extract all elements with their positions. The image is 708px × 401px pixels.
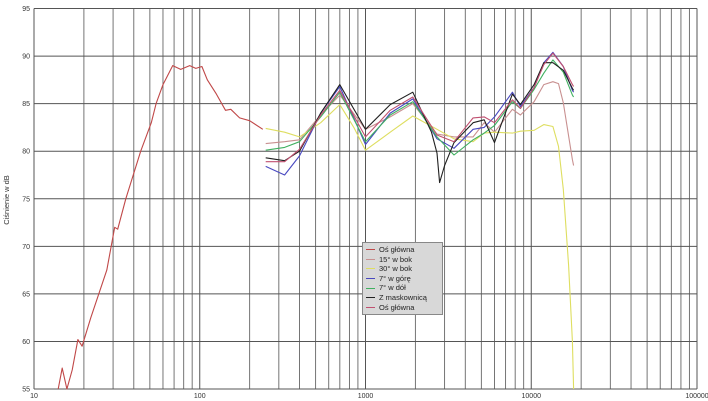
legend-item: 7° w górę [366, 274, 439, 284]
grid [33, 8, 698, 390]
y-tick-label: 55 [22, 387, 30, 394]
series-line-4 [265, 51, 575, 176]
legend-swatch [366, 297, 375, 299]
legend-label: 7° w dół [379, 283, 406, 293]
series-lines [57, 51, 575, 390]
legend-swatch [366, 268, 375, 270]
legend-label: Oś główna [379, 302, 415, 312]
series-line-1 [57, 65, 264, 390]
y-tick-label: 75 [22, 196, 30, 203]
y-tick-label: 95 [22, 6, 30, 13]
y-axis-ticks: 55 60 65 70 75 80 85 90 95 [22, 6, 30, 394]
legend-item: 15° w bok [366, 255, 439, 265]
x-tick-label: 10000 [522, 393, 542, 400]
y-tick-label: 70 [22, 244, 30, 251]
series-line-5 [265, 59, 575, 156]
legend-label: 30° w bok [379, 264, 413, 274]
series-line-7 [265, 52, 575, 163]
legend-label: 7° w górę [379, 273, 411, 283]
legend-item: 30° w bok [366, 264, 439, 274]
legend-item: Oś główna [366, 245, 439, 255]
legend-label: Z maskownicą [379, 292, 427, 302]
legend-item: 7° w dół [366, 283, 439, 293]
y-tick-label: 65 [22, 291, 30, 298]
legend-item: Z maskownicą [366, 293, 439, 303]
x-tick-label: 10 [30, 393, 38, 400]
legend-item: Oś główna [366, 303, 439, 313]
legend-label: Oś główna [379, 245, 415, 254]
legend-label: 15° w bok [379, 254, 413, 264]
y-tick-label: 60 [22, 339, 30, 346]
legend-swatch [366, 287, 375, 289]
x-axis-ticks: 10 100 1000 10000 100000 [30, 393, 708, 400]
y-tick-label: 85 [22, 101, 30, 108]
legend-swatch [366, 258, 375, 260]
series-line-6 [265, 62, 575, 184]
legend-swatch [366, 306, 375, 308]
legend-swatch [366, 249, 375, 251]
legend-swatch [366, 278, 375, 280]
y-tick-label: 90 [22, 54, 30, 61]
series-line-3 [265, 104, 575, 390]
x-tick-label: 100 [194, 393, 206, 400]
legend: Oś główna 15° w bok 30° w bok 7° w górę 7° w… [362, 242, 443, 316]
y-axis-label: Ciśnienie w dB [2, 175, 11, 225]
y-tick-label: 80 [22, 149, 30, 156]
x-tick-label: 1000 [358, 393, 374, 400]
x-tick-label: 100000 [685, 393, 708, 400]
